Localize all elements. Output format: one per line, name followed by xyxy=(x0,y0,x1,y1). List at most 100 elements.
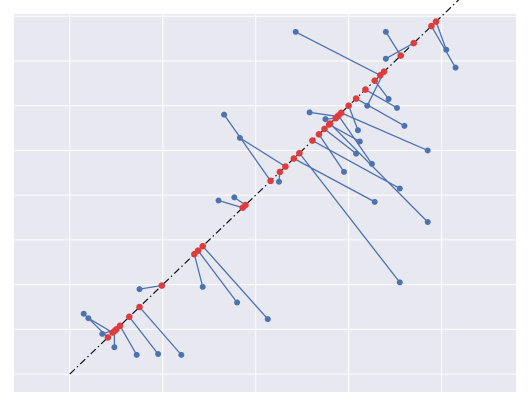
projected-point xyxy=(242,201,249,209)
projection-segment xyxy=(385,42,415,60)
projected-point xyxy=(194,247,202,254)
projected-point xyxy=(267,177,274,185)
projection-segment xyxy=(119,325,138,356)
projected-point xyxy=(352,95,360,102)
data-point xyxy=(382,28,389,35)
projected-point xyxy=(111,327,118,335)
projection-segment xyxy=(324,128,357,155)
projected-point xyxy=(199,242,207,250)
data-point xyxy=(215,197,222,204)
fit-line-layer xyxy=(69,0,460,375)
data-point xyxy=(385,95,392,102)
projection-segment xyxy=(295,31,381,76)
data-point xyxy=(354,127,361,134)
data-point xyxy=(178,351,185,358)
projection-segment xyxy=(139,284,162,290)
data-point xyxy=(424,147,431,154)
projected-point xyxy=(125,313,133,321)
data-point xyxy=(133,351,140,358)
data-point xyxy=(264,316,271,323)
projection-segment xyxy=(193,254,204,288)
projection-segment xyxy=(355,97,405,127)
projected-point xyxy=(428,22,435,30)
projected-point xyxy=(158,282,166,289)
projection-segment xyxy=(139,306,182,356)
projection-segment xyxy=(337,115,373,165)
data-point xyxy=(382,55,389,62)
data-point xyxy=(341,168,348,175)
projection-segment xyxy=(340,112,428,152)
data-point xyxy=(396,185,403,192)
data-point xyxy=(199,283,206,290)
data-point xyxy=(292,28,299,35)
projected-point xyxy=(371,77,378,84)
grid xyxy=(14,14,516,392)
projection-segment xyxy=(223,114,272,182)
data-point xyxy=(424,219,431,226)
projected-point xyxy=(345,102,352,110)
projection-segment xyxy=(309,111,338,118)
projected-points xyxy=(104,18,440,341)
projection-segment xyxy=(328,123,361,143)
projected-point xyxy=(290,155,298,162)
projection-segment xyxy=(197,250,238,303)
projection-segment xyxy=(318,133,345,173)
projection-segment xyxy=(88,317,113,334)
projection-segment xyxy=(239,137,286,168)
data-point xyxy=(80,310,87,317)
projection-segment xyxy=(365,89,398,109)
projection-segment xyxy=(298,152,401,283)
data-point xyxy=(394,104,401,111)
data-point xyxy=(136,286,143,293)
projected-point xyxy=(397,52,405,59)
projected-point xyxy=(104,334,112,341)
data-point xyxy=(443,46,450,53)
projection-segment xyxy=(293,157,376,203)
projected-point xyxy=(116,322,124,330)
projection-segment xyxy=(312,140,401,190)
data-point xyxy=(275,178,282,185)
projected-point xyxy=(321,125,328,133)
projected-point xyxy=(410,39,418,47)
projection-segments xyxy=(83,21,457,356)
projected-point xyxy=(296,149,303,157)
projection-segment xyxy=(202,245,269,320)
data-point xyxy=(99,330,106,337)
projected-point xyxy=(362,86,369,93)
data-point xyxy=(306,109,313,116)
data-point xyxy=(396,279,403,286)
projection-segment xyxy=(128,316,159,355)
projected-point xyxy=(432,18,440,25)
data-point xyxy=(452,64,459,71)
data-point xyxy=(356,138,363,145)
projection-segment xyxy=(329,123,429,223)
data-point xyxy=(234,299,241,306)
data-point xyxy=(155,350,162,357)
data-point xyxy=(85,315,92,322)
projection-segment xyxy=(374,80,390,100)
data-point xyxy=(401,122,408,129)
data-point xyxy=(111,344,118,351)
projected-point xyxy=(325,121,333,128)
projected-point xyxy=(315,131,323,138)
data-point xyxy=(371,198,378,205)
projection-segment xyxy=(435,21,447,51)
data-point xyxy=(364,102,371,109)
projection-segment xyxy=(430,25,457,69)
plot-background xyxy=(14,14,516,392)
projected-point xyxy=(309,137,316,144)
data-point xyxy=(368,160,375,167)
projected-point xyxy=(282,163,289,170)
projected-point xyxy=(337,109,345,117)
data-point xyxy=(221,111,228,118)
projected-point xyxy=(276,168,284,176)
data-points xyxy=(80,28,459,358)
data-point xyxy=(322,116,329,123)
projected-point xyxy=(376,71,384,79)
projection-segment xyxy=(218,199,243,209)
fit-line xyxy=(69,0,460,375)
data-point xyxy=(236,134,243,141)
data-point xyxy=(353,150,360,157)
projected-point xyxy=(136,303,143,311)
